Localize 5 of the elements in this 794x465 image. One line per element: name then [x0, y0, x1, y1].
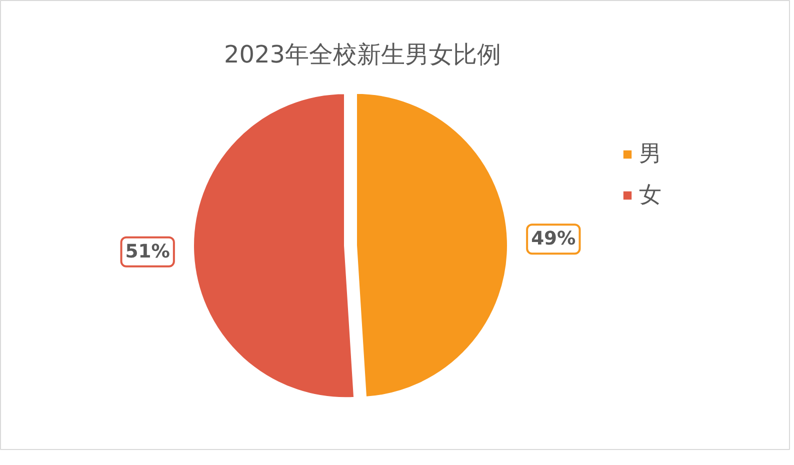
legend-label: 男: [639, 140, 662, 169]
legend-label: 女: [639, 181, 662, 210]
data-label: 51%: [125, 241, 170, 262]
chart-title: 2023年全校新生男女比例: [224, 40, 502, 68]
data-label: 49%: [531, 228, 576, 250]
